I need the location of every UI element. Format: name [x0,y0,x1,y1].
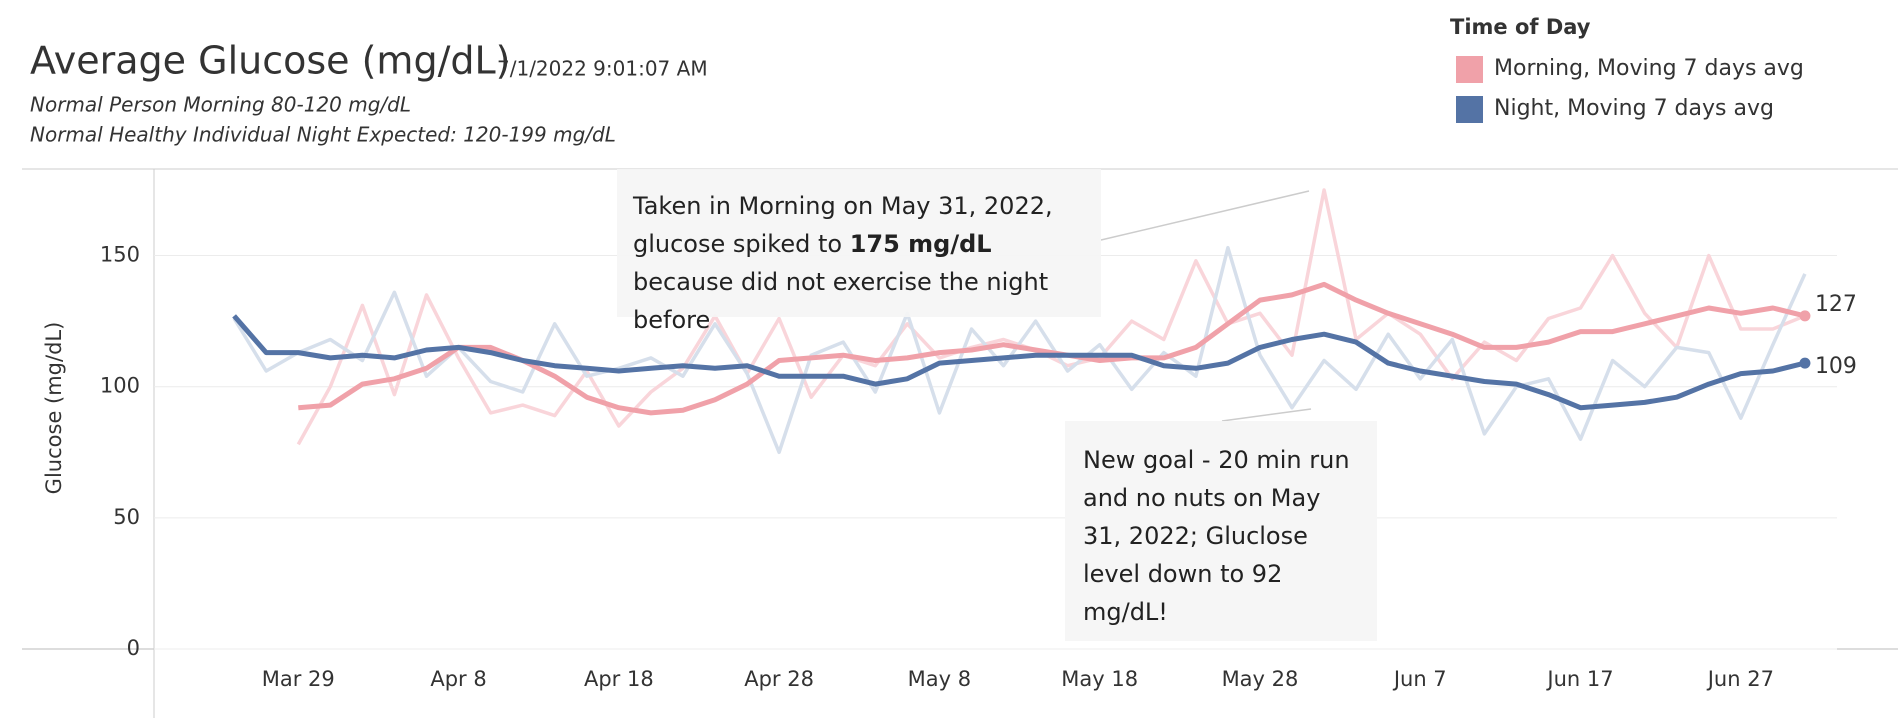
note: Normal Person Morning 80-120 mg/dL [30,93,411,117]
x-tick-label: Apr 18 [584,667,654,691]
legend-label: Night, Moving 7 days avg [1494,96,1774,121]
avg-line [232,314,1806,411]
end-point [1799,310,1811,322]
note: Normal Healthy Individual Night Expected… [30,123,616,147]
x-tick-label: May 18 [1061,667,1138,691]
avg-line [298,281,1806,416]
annotation-text: New goal - 20 min run and no nuts on May… [1083,446,1350,626]
annotation-text: because did not exercise the night befor… [633,268,1049,334]
annotation-text: Taken in Morning on May 31, 2022, glucos… [633,192,1053,258]
y-tick-label: 150 [100,243,140,267]
plot-area [154,188,1837,650]
x-tick-label: May 28 [1222,667,1299,691]
annotation-leader [1221,408,1312,422]
x-tick-label: Mar 29 [262,667,335,691]
chart-title: Average Glucose (mg/dL) [30,39,511,83]
end-label: 127 [1815,292,1857,317]
timestamp: 7/1/2022 9:01:07 AM [497,57,708,81]
x-tick-label: Apr 28 [744,667,814,691]
legend-title: Time of Day [1450,15,1591,39]
x-tick-label: May 8 [908,667,971,691]
annotation: Taken in Morning on May 31, 2022, glucos… [617,169,1101,334]
y-tick-label: 50 [113,505,140,529]
annotation-leader [1100,190,1310,241]
raw-line [232,245,1807,455]
raw-line [296,188,1806,446]
x-tick-label: Jun 7 [1392,667,1447,691]
y-tick-label: 0 [127,636,140,660]
y-tick-label: 100 [100,374,140,398]
x-tick-label: Apr 8 [430,667,486,691]
legend-swatch [1456,56,1483,83]
x-tick-label: Jun 27 [1706,667,1774,691]
x-tick-label: Jun 17 [1545,667,1613,691]
end-label: 109 [1815,354,1857,379]
y-axis-label: Glucose (mg/dL) [42,322,66,495]
end-point [1799,357,1811,369]
legend-swatch [1456,96,1483,123]
annotation-text: 175 mg/dL [849,230,992,258]
annotation: New goal - 20 min run and no nuts on May… [1065,421,1377,641]
legend-label: Morning, Moving 7 days avg [1494,56,1804,81]
